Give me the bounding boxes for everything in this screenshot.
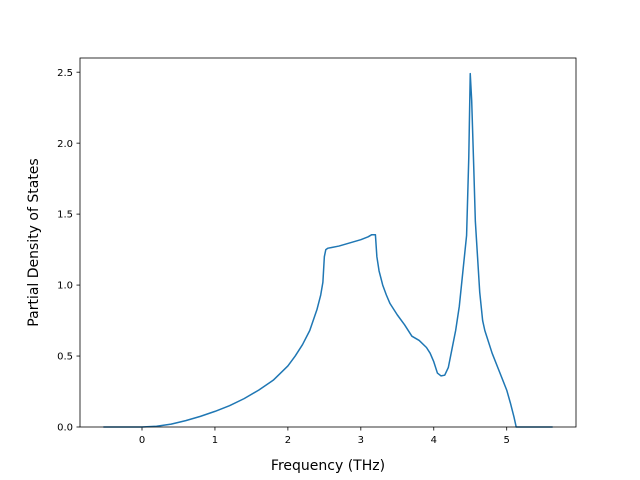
y-tick-label: 1.5 <box>57 210 73 221</box>
x-axis-label: Frequency (THz) <box>271 458 385 474</box>
plot-frame <box>79 57 577 428</box>
y-axis-label: Partial Density of States <box>26 158 42 326</box>
y-tick-label: 0.0 <box>57 423 73 434</box>
y-tick-label: 2.0 <box>57 139 73 150</box>
x-tick-label: 4 <box>431 435 437 446</box>
y-tick-label: 0.5 <box>57 352 73 363</box>
x-tick-label: 5 <box>504 435 510 446</box>
x-tick-label: 2 <box>285 435 291 446</box>
x-tick-label: 1 <box>212 435 218 446</box>
x-tick-label: 3 <box>358 435 364 446</box>
y-tick-label: 2.5 <box>57 68 73 79</box>
y-tick-label: 1.0 <box>57 281 73 292</box>
x-axis-ticks: 0 1 2 3 4 5 <box>139 427 510 446</box>
y-axis-ticks: 0.0 0.5 1.0 1.5 2.0 2.5 <box>57 68 80 434</box>
series-line <box>103 72 553 428</box>
x-tick-label: 0 <box>139 435 145 446</box>
